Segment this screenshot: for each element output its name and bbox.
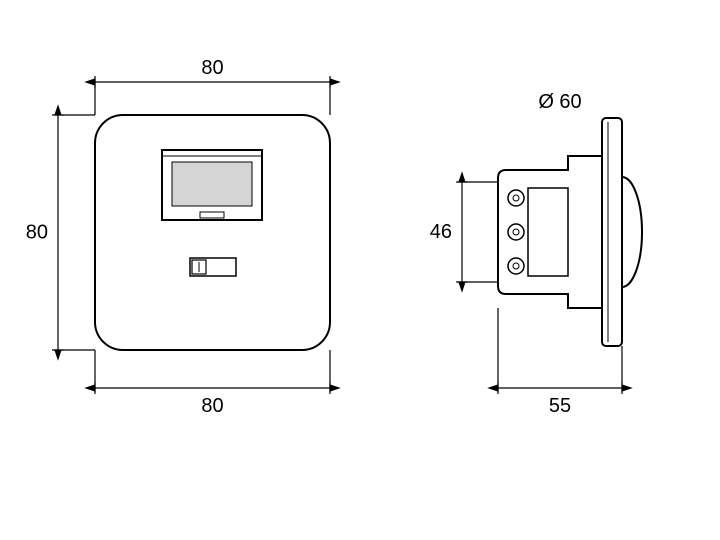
svg-text:80: 80 <box>201 395 223 417</box>
diameter-label: Ø 60 <box>538 91 581 113</box>
side-rear-body <box>498 156 602 308</box>
svg-text:80: 80 <box>201 57 223 79</box>
terminal-screw-0 <box>508 190 524 206</box>
svg-text:55: 55 <box>549 395 571 417</box>
led-slot <box>200 212 224 218</box>
technical-drawing: 80 80 80 Ø 60 46 55 <box>0 0 720 540</box>
svg-text:46: 46 <box>430 221 452 243</box>
slide-switch <box>190 258 236 276</box>
side-lens-dome <box>622 177 642 287</box>
svg-text:80: 80 <box>26 222 48 244</box>
side-faceplate <box>602 118 622 346</box>
terminal-block <box>528 188 568 276</box>
terminal-screw-1 <box>508 224 524 240</box>
terminal-screw-2 <box>508 258 524 274</box>
sensor-window <box>172 162 252 206</box>
